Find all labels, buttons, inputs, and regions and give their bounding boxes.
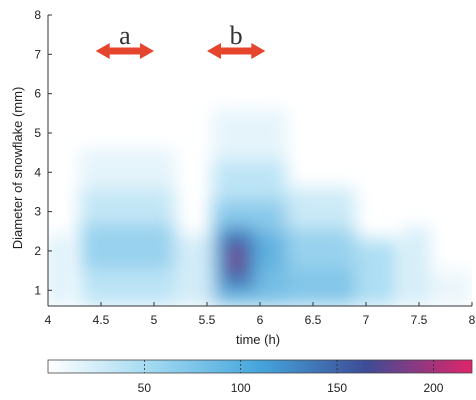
- y-tick-label: 1: [34, 283, 41, 297]
- heatmap-cell: [48, 235, 70, 306]
- heatmap-cell: [79, 223, 176, 271]
- y-tick-label: 6: [34, 87, 41, 101]
- x-tick-label: 7: [363, 313, 370, 327]
- heatmap-cell: [175, 235, 213, 306]
- y-tick-labels: 1 2 3 4 5 6 7 8: [34, 8, 52, 297]
- x-tick-label: 6: [257, 313, 264, 327]
- x-tick-label: 7.5: [411, 313, 428, 327]
- heatmap-cell: [212, 199, 287, 232]
- colorbar: [47, 359, 473, 374]
- heatmap-cell: [429, 270, 472, 306]
- x-tick-label: 5: [151, 313, 158, 327]
- annotation-label: b: [230, 21, 243, 50]
- heatmap-cell: [79, 148, 176, 189]
- x-tick-label: 8: [469, 313, 476, 327]
- x-tick-label: 5.5: [199, 313, 216, 327]
- heatmap-cell: [286, 227, 356, 267]
- colorbar-tick-label: 50: [138, 381, 152, 395]
- heatmap-cell: [355, 239, 398, 306]
- heatmap-cell: [79, 188, 176, 224]
- x-axis-label: time (h): [236, 332, 280, 347]
- y-tick-label: 3: [34, 205, 41, 219]
- y-axis-label: Diameter of snowflake (mm): [10, 87, 25, 250]
- y-tick-label: 5: [34, 126, 41, 140]
- colorbar-tick-label: 150: [327, 381, 347, 395]
- x-tick-label: 6.5: [305, 313, 322, 327]
- heatmap-cell: [212, 109, 287, 161]
- annotation-arrow: [207, 43, 266, 59]
- y-tick-label: 7: [34, 47, 41, 61]
- heatmap-cells: [48, 109, 472, 306]
- annotation-label: a: [119, 21, 131, 50]
- heatmap-cell: [79, 270, 176, 306]
- heatmap-cell: [286, 266, 356, 306]
- y-tick-label: 4: [34, 165, 41, 179]
- x-tick-labels: 4 4.5 5 5.5 6 6.5 7 7.5 8: [45, 302, 476, 327]
- heatmap-cell: [286, 188, 356, 228]
- heatmap-cell: [212, 160, 287, 200]
- heatmap-cell: [230, 247, 241, 271]
- annotation-arrow: [95, 43, 154, 59]
- x-tick-label: 4: [45, 313, 52, 327]
- colorbar-tick-label: 200: [423, 381, 443, 395]
- y-tick-label: 8: [34, 8, 41, 22]
- y-tick-label: 2: [34, 244, 41, 258]
- colorbar-tick-labels: 50 100 150 200: [138, 360, 444, 395]
- x-tick-label: 4.5: [93, 313, 110, 327]
- colorbar-tick-label: 100: [231, 381, 251, 395]
- heatmap-cell: [403, 227, 430, 306]
